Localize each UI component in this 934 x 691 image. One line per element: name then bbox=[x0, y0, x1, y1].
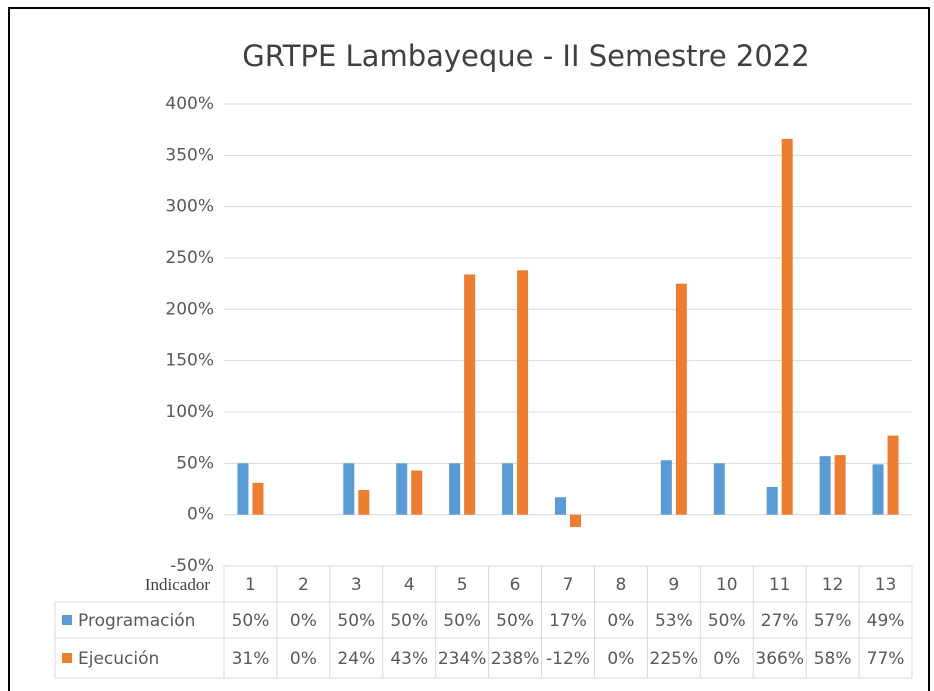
table-cell: 366% bbox=[755, 649, 804, 669]
x-tick-label: 11 bbox=[769, 575, 791, 595]
bar bbox=[781, 138, 793, 515]
table-cell: 31% bbox=[232, 649, 270, 669]
table-cell: 50% bbox=[337, 611, 375, 631]
bar bbox=[502, 463, 514, 515]
table-cell: 43% bbox=[390, 649, 428, 669]
table-cell: 225% bbox=[650, 649, 699, 669]
table-cell: 24% bbox=[337, 649, 375, 669]
y-tick-label: 150% bbox=[165, 351, 214, 371]
chart-title: GRTPE Lambayeque - II Semestre 2022 bbox=[242, 39, 809, 73]
bar bbox=[766, 486, 778, 515]
bar bbox=[252, 482, 264, 515]
bar bbox=[570, 514, 581, 527]
bar bbox=[713, 463, 725, 515]
table-cell: 27% bbox=[761, 611, 799, 631]
y-tick-label: 300% bbox=[165, 197, 214, 217]
table-cell: 0% bbox=[607, 649, 634, 669]
table-cell: 50% bbox=[496, 611, 534, 631]
table-cell: 50% bbox=[232, 611, 270, 631]
bar bbox=[555, 497, 566, 515]
x-tick-label: 7 bbox=[563, 575, 574, 595]
bar bbox=[887, 435, 899, 515]
y-tick-label: 250% bbox=[165, 248, 214, 268]
table-cell: 50% bbox=[390, 611, 428, 631]
x-tick-label: 9 bbox=[668, 575, 679, 595]
x-tick-label: 1 bbox=[245, 575, 256, 595]
table-cell: 17% bbox=[549, 611, 587, 631]
y-tick-label: 0% bbox=[187, 505, 214, 525]
table-cell: 50% bbox=[443, 611, 481, 631]
table-cell: 77% bbox=[867, 649, 905, 669]
x-axis-label: Indicador bbox=[145, 575, 210, 594]
table-cell: 50% bbox=[708, 611, 746, 631]
x-tick-label: 3 bbox=[351, 575, 362, 595]
legend-label: Programación bbox=[78, 611, 195, 631]
table-cell: 234% bbox=[438, 649, 487, 669]
table-cell: 0% bbox=[290, 649, 317, 669]
bar bbox=[517, 270, 529, 515]
x-tick-label: 4 bbox=[404, 575, 415, 595]
x-tick-label: 10 bbox=[716, 575, 738, 595]
table-cell: 57% bbox=[814, 611, 852, 631]
bar bbox=[358, 490, 370, 515]
frame bbox=[8, 7, 930, 691]
bar bbox=[464, 274, 476, 515]
y-tick-label: 350% bbox=[165, 145, 214, 165]
table-cell: 49% bbox=[867, 611, 905, 631]
bar bbox=[237, 463, 249, 515]
y-tick-label: 100% bbox=[165, 402, 214, 422]
table-cell: 0% bbox=[290, 611, 317, 631]
bar bbox=[660, 460, 672, 515]
table-cell: 53% bbox=[655, 611, 693, 631]
y-tick-label: 200% bbox=[165, 299, 214, 319]
y-tick-label: 400% bbox=[165, 94, 214, 114]
y-tick-label: -50% bbox=[170, 556, 214, 576]
x-tick-label: 2 bbox=[298, 575, 309, 595]
legend-swatch bbox=[62, 653, 72, 663]
x-tick-label: 6 bbox=[510, 575, 521, 595]
bar bbox=[675, 283, 687, 515]
table-cell: 58% bbox=[814, 649, 852, 669]
bar bbox=[411, 470, 423, 515]
bar bbox=[872, 464, 884, 515]
table-cell: -12% bbox=[546, 649, 590, 669]
table-cell: 0% bbox=[713, 649, 740, 669]
x-tick-label: 5 bbox=[457, 575, 468, 595]
bar bbox=[819, 456, 831, 515]
y-tick-label: 50% bbox=[176, 453, 214, 473]
x-tick-label: 13 bbox=[875, 575, 897, 595]
bar bbox=[834, 455, 846, 515]
table-cell: 0% bbox=[607, 611, 634, 631]
bar bbox=[449, 463, 461, 515]
bar bbox=[396, 463, 408, 515]
bar bbox=[343, 463, 355, 515]
legend-swatch bbox=[62, 615, 72, 625]
legend-label: Ejecución bbox=[78, 649, 159, 669]
x-tick-label: 12 bbox=[822, 575, 844, 595]
x-tick-label: 8 bbox=[616, 575, 627, 595]
table-cell: 238% bbox=[491, 649, 540, 669]
